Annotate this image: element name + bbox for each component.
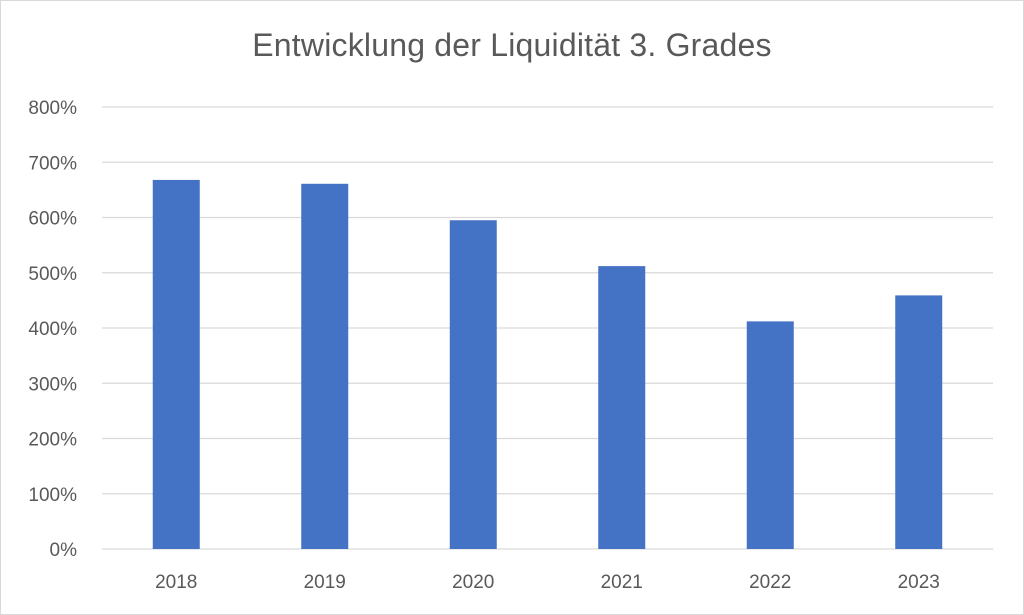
bar-2023 [895, 295, 943, 549]
bars [152, 179, 943, 550]
y-tick-label: 300% [28, 374, 77, 395]
bar-2022 [746, 321, 794, 549]
y-tick-label: 600% [28, 209, 77, 230]
y-tick-label: 400% [28, 319, 77, 340]
bar-2018 [152, 179, 200, 549]
bar-2020 [449, 220, 497, 549]
x-tick-label: 2020 [452, 572, 494, 593]
x-tick-label: 2022 [749, 572, 791, 593]
y-tick-label: 800% [28, 98, 77, 119]
bar-2019 [301, 183, 349, 550]
x-tick-label: 2023 [898, 572, 940, 593]
chart-title: Entwicklung der Liquidität 3. Grades [252, 27, 772, 63]
y-tick-label: 200% [28, 430, 77, 451]
y-tick-label: 100% [28, 485, 77, 506]
x-tick-label: 2018 [155, 572, 197, 593]
y-tick-label: 500% [28, 264, 77, 285]
x-tick-label: 2019 [304, 572, 346, 593]
x-axis-labels: 2018 2019 2020 2021 2022 2023 [155, 572, 940, 593]
bar-2021 [598, 266, 646, 549]
x-tick-label: 2021 [601, 572, 643, 593]
y-tick-label: 0% [50, 540, 78, 561]
y-tick-label: 700% [28, 153, 77, 174]
gridlines [102, 106, 993, 550]
y-axis-labels: 0% 100% 200% 300% 400% 500% 600% 700% 800% [28, 98, 77, 561]
